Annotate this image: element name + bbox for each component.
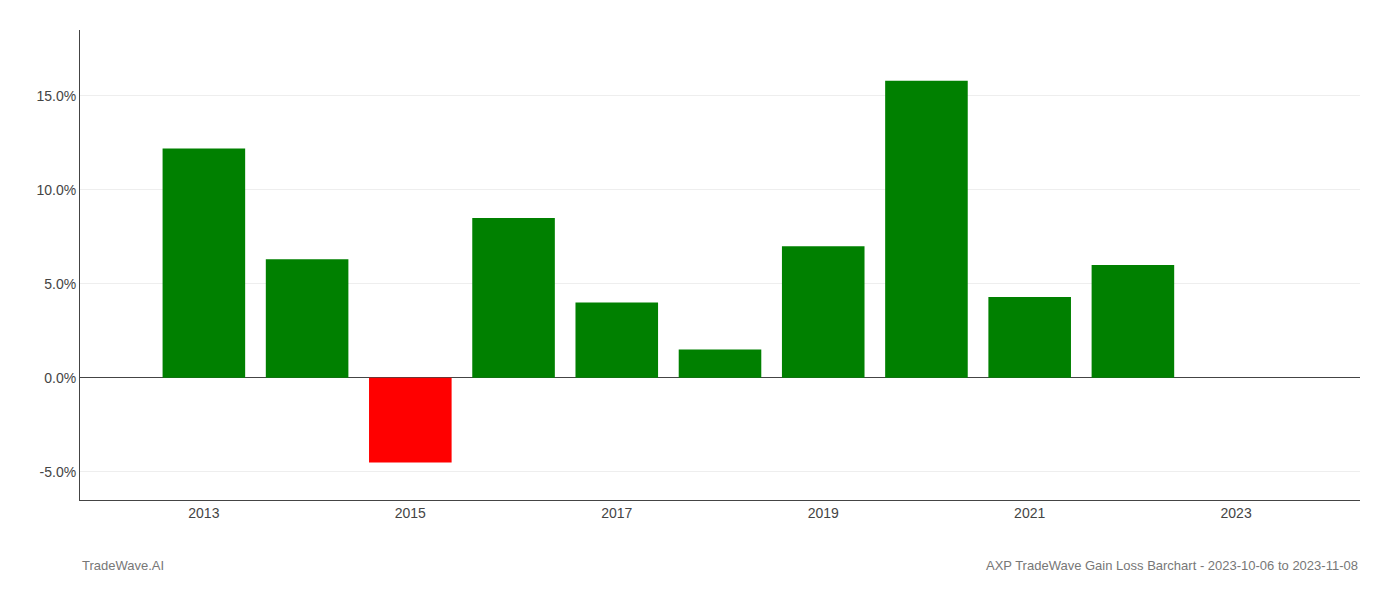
svg-text:-5.0%: -5.0% — [40, 464, 77, 480]
svg-text:TradeWave.AI: TradeWave.AI — [82, 558, 164, 573]
svg-text:2017: 2017 — [601, 505, 632, 521]
svg-text:2023: 2023 — [1221, 505, 1252, 521]
svg-text:AXP TradeWave Gain Loss Barcha: AXP TradeWave Gain Loss Barchart - 2023-… — [986, 558, 1358, 573]
svg-text:2021: 2021 — [1014, 505, 1045, 521]
svg-text:5.0%: 5.0% — [44, 276, 76, 292]
svg-text:10.0%: 10.0% — [36, 182, 76, 198]
svg-text:15.0%: 15.0% — [36, 88, 76, 104]
svg-text:2013: 2013 — [188, 505, 219, 521]
svg-text:2015: 2015 — [395, 505, 426, 521]
svg-text:0.0%: 0.0% — [44, 370, 76, 386]
svg-text:2019: 2019 — [808, 505, 839, 521]
